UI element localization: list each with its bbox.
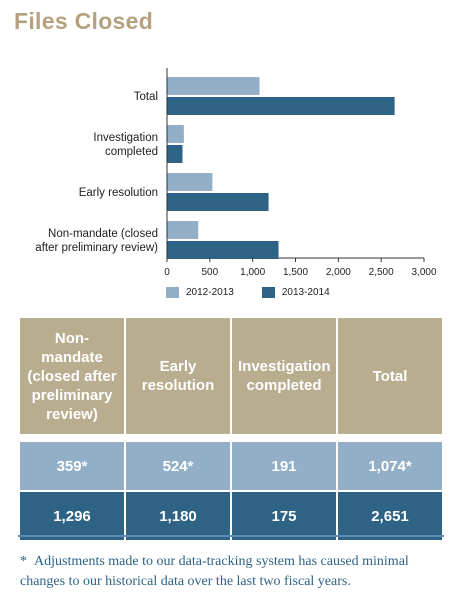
- footnote-divider: [18, 535, 444, 537]
- table-cell: 175: [230, 490, 338, 542]
- bar-chart: Total Investigation completed Early resolut…: [35, 68, 437, 278]
- page-title: Files Closed: [14, 8, 154, 34]
- category-label: Investigation: [93, 132, 158, 144]
- x-tick-label: 0: [164, 267, 170, 278]
- bar-2012-2013: [167, 125, 184, 143]
- x-tick-label: 1,500: [283, 267, 308, 278]
- table-cell: 191: [230, 440, 338, 492]
- table-spacer-row: [18, 434, 444, 442]
- x-tick-label: 3,000: [411, 267, 436, 278]
- chart-legend: 2012-2013 2013-2014: [166, 287, 330, 298]
- table-cell: 524*: [124, 440, 232, 492]
- category-label: after preliminary review): [35, 242, 158, 254]
- table-cell: 2,651: [336, 490, 444, 542]
- bar-2013-2014: [167, 145, 183, 163]
- x-tick-label: 2,500: [369, 267, 394, 278]
- table-cell: 359*: [18, 440, 126, 492]
- legend-item-2013-2014: 2013-2014: [261, 287, 330, 298]
- data-table: Non-mandate (closed after preliminary re…: [18, 316, 444, 542]
- legend-swatch-2012-2013: [166, 287, 179, 298]
- x-tick-label: 500: [201, 267, 218, 278]
- category-label: Non-mandate (closed: [48, 228, 158, 240]
- footnote: * Adjustments made to our data-tracking s…: [20, 552, 450, 592]
- category-label: Total: [134, 91, 158, 103]
- table-cell: 1,296: [18, 490, 126, 542]
- header-early-resolution: Early resolution: [124, 316, 232, 436]
- bar-2013-2014: [167, 193, 269, 211]
- table-spacer: [18, 434, 444, 442]
- table-cell: 1,180: [124, 490, 232, 542]
- table-row-2013-2014: 1,296 1,180 175 2,651: [18, 490, 444, 542]
- legend-swatch-2013-2014: [261, 287, 275, 298]
- header-total: Total: [336, 316, 444, 436]
- bar-2012-2013: [167, 77, 260, 95]
- bar-2012-2013: [167, 173, 213, 191]
- bar-2013-2014: [167, 241, 279, 259]
- footnote-text: Adjustments made to our data-tracking sy…: [20, 554, 409, 589]
- bar-2013-2014: [167, 97, 395, 115]
- header-non-mandate: Non-mandate (closed after preliminary re…: [18, 316, 126, 436]
- header-investigation-completed: Investigation completed: [230, 316, 338, 436]
- x-tick-label: 1,000: [240, 267, 265, 278]
- table-row-2012-2013: 359* 524* 191 1,074*: [18, 440, 444, 492]
- legend-label-2012-2013: 2012-2013: [186, 287, 234, 298]
- bar-2012-2013: [167, 221, 199, 239]
- table-header-row: Non-mandate (closed after preliminary re…: [18, 316, 444, 436]
- legend-item-2012-2013: 2012-2013: [166, 287, 234, 298]
- category-label: completed: [105, 146, 158, 158]
- category-label: Early resolution: [79, 187, 158, 199]
- x-tick-label: 2,000: [326, 267, 351, 278]
- table-cell: 1,074*: [336, 440, 444, 492]
- footnote-marker: *: [20, 554, 27, 569]
- legend-label-2013-2014: 2013-2014: [281, 287, 330, 298]
- files-closed-table: Non-mandate (closed after preliminary re…: [18, 316, 444, 542]
